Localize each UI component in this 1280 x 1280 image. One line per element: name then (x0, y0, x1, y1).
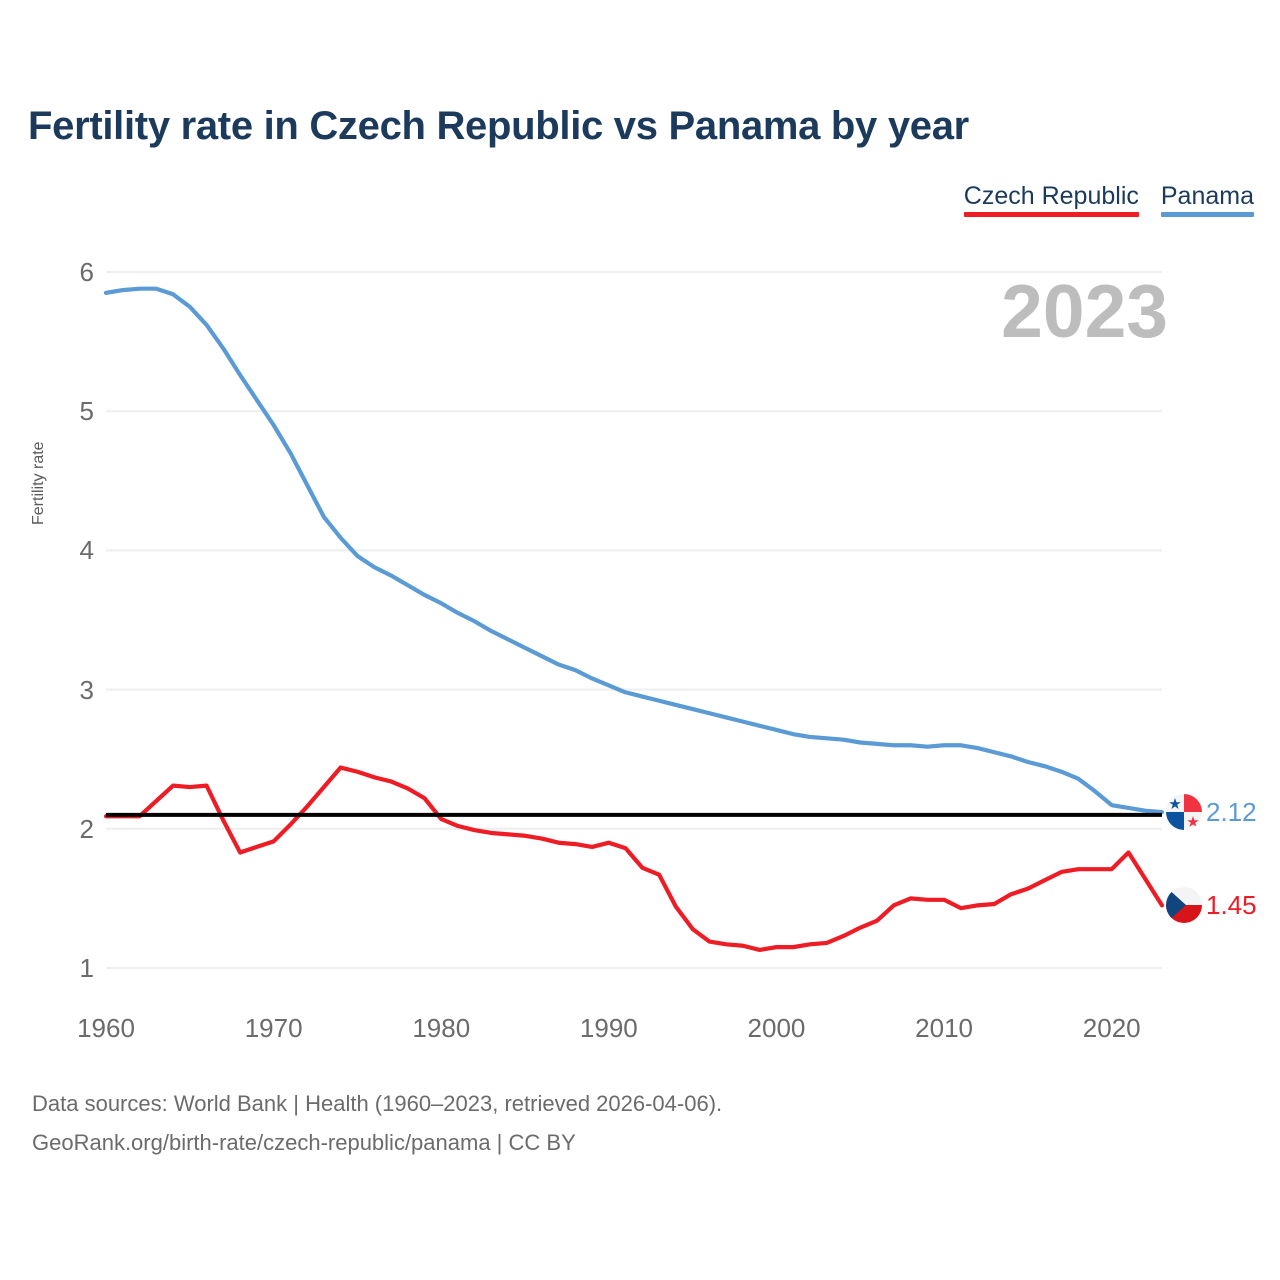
footer-line-url[interactable]: GeoRank.org/birth-rate/czech-republic/pa… (32, 1129, 576, 1155)
series-line-panama (103, 286, 1165, 815)
page-title: Fertility rate in Czech Republic vs Pana… (28, 104, 969, 148)
endpoint-value-czech: 1.45 (1206, 890, 1257, 921)
legend-label-panama: Panama (1160, 182, 1254, 210)
x-axis-tick-1990: 1990 (579, 1013, 638, 1043)
legend-item-panama[interactable]: Panama (1160, 182, 1254, 218)
x-axis-tick-1980: 1980 (412, 1013, 471, 1043)
y-axis-tick-4: 4 (79, 535, 94, 566)
legend-swatch-czech-republic (963, 212, 1139, 218)
legend-label-czech-republic: Czech Republic (963, 182, 1139, 210)
year-watermark: 2023 (1001, 269, 1168, 353)
chart-legend: Czech Republic Panama (963, 182, 1254, 218)
series-line-czech-republic (103, 765, 1165, 953)
footer-line-sources: Data sources: World Bank | Health (1960–… (32, 1091, 723, 1116)
y-axis-tick-6: 6 (79, 257, 94, 287)
legend-swatch-panama (1160, 212, 1254, 218)
endpoint-value-panama: 2.12 (1206, 797, 1257, 828)
x-axis-tick-2020: 2020 (1082, 1013, 1141, 1043)
czech-flag-icon (1166, 887, 1202, 924)
footer-attribution: Data sources: World Bank | Health (1960–… (32, 1085, 722, 1162)
y-axis-tick-2: 2 (79, 813, 94, 844)
y-axis-tick-1: 1 (79, 953, 94, 983)
x-axis-tick-1960: 1960 (77, 1013, 135, 1043)
x-axis-tick-2010: 2010 (915, 1013, 974, 1043)
y-axis-tick-5: 5 (79, 396, 94, 427)
x-axis-tick-1970: 1970 (244, 1013, 303, 1043)
y-axis-tick-3: 3 (79, 674, 94, 705)
panama-flag-icon (1166, 794, 1202, 831)
x-axis-tick-2000: 2000 (747, 1013, 806, 1043)
legend-item-czech-republic[interactable]: Czech Republic (963, 182, 1139, 218)
